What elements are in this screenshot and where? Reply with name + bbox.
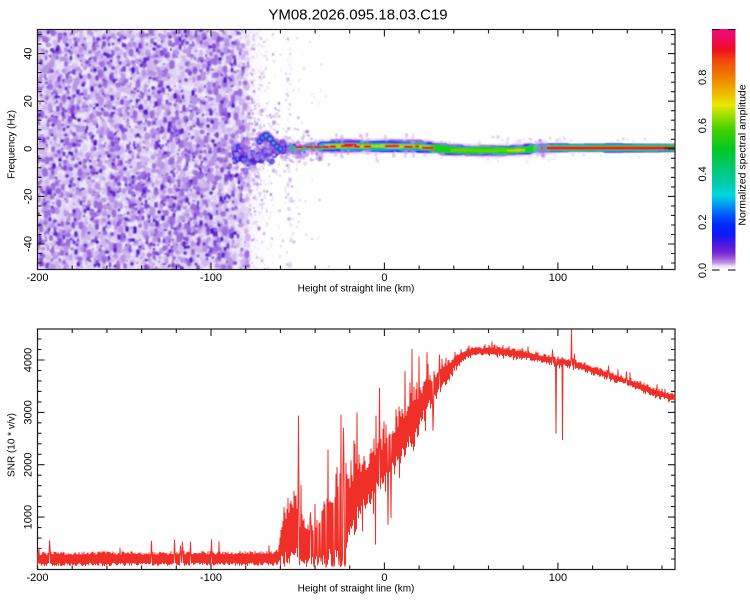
svg-text:0.6: 0.6 <box>697 118 709 133</box>
svg-text:-200: -200 <box>26 272 48 284</box>
svg-text:0.4: 0.4 <box>697 166 709 181</box>
svg-text:Height of straight line (km): Height of straight line (km) <box>298 584 415 595</box>
svg-text:-100: -100 <box>200 572 222 584</box>
svg-text:2000: 2000 <box>23 452 35 476</box>
svg-text:4000: 4000 <box>23 348 35 372</box>
svg-text:Normalized spectral amplitude: Normalized spectral amplitude <box>737 84 749 225</box>
svg-text:0: 0 <box>381 572 387 584</box>
svg-text:0.2: 0.2 <box>697 215 709 230</box>
svg-text:YM08.2026.095.18.03.C19: YM08.2026.095.18.03.C19 <box>268 7 447 24</box>
svg-text:0: 0 <box>381 272 387 284</box>
svg-text:Height of straight line (km): Height of straight line (km) <box>298 284 415 295</box>
svg-text:0.0: 0.0 <box>697 263 709 278</box>
svg-text:0.8: 0.8 <box>697 70 709 85</box>
svg-text:3000: 3000 <box>23 400 35 424</box>
svg-text:100: 100 <box>549 572 567 584</box>
svg-text:1000: 1000 <box>23 505 35 529</box>
svg-text:0: 0 <box>23 146 35 152</box>
svg-text:-100: -100 <box>200 272 222 284</box>
svg-text:SNR (10 * v/v): SNR (10 * v/v) <box>7 413 18 477</box>
svg-text:-40: -40 <box>23 236 35 252</box>
svg-text:-20: -20 <box>23 188 35 204</box>
svg-text:-200: -200 <box>26 572 48 584</box>
svg-text:40: 40 <box>23 47 35 59</box>
svg-text:20: 20 <box>23 95 35 107</box>
svg-text:Frequency (Hz): Frequency (Hz) <box>7 110 18 179</box>
svg-text:100: 100 <box>549 272 567 284</box>
